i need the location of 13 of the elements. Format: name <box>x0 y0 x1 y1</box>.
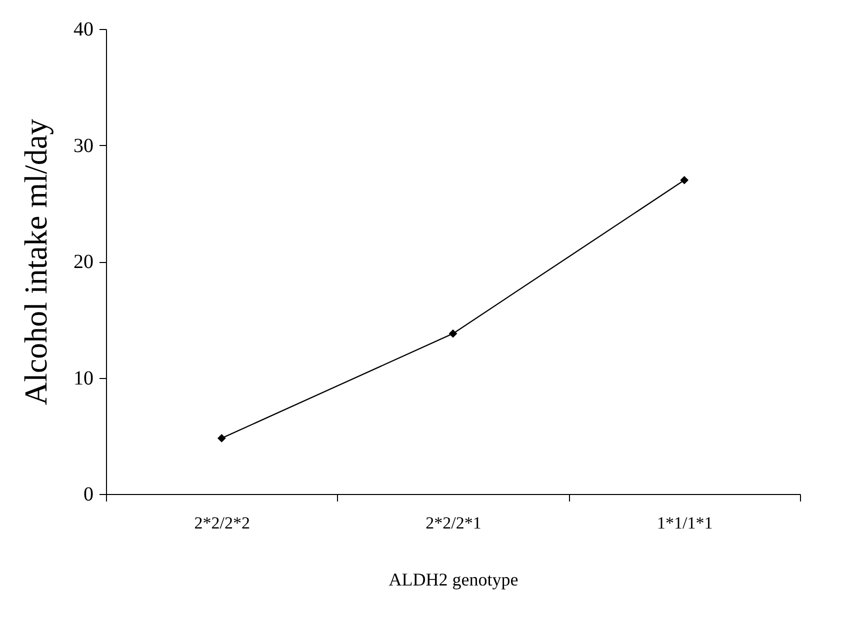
point <box>680 176 689 184</box>
x-tick-label: 2*2/2*2 <box>194 514 250 532</box>
point <box>217 434 226 442</box>
x-tick-label: 1*1/1*1 <box>656 514 713 532</box>
y-axis-title: Alcohol intake ml/day <box>18 118 54 406</box>
y-tick-label: 10 <box>74 367 94 390</box>
point <box>448 329 458 338</box>
y-tick-label: 40 <box>74 18 94 40</box>
y-tick-label: 30 <box>74 134 94 157</box>
x-tick-label: 2*2/2*1 <box>426 514 482 532</box>
x-axis-title: ALDH2 genotype <box>388 570 518 590</box>
y-tick-label: 20 <box>74 251 94 273</box>
y-tick-label: 0 <box>84 484 94 506</box>
